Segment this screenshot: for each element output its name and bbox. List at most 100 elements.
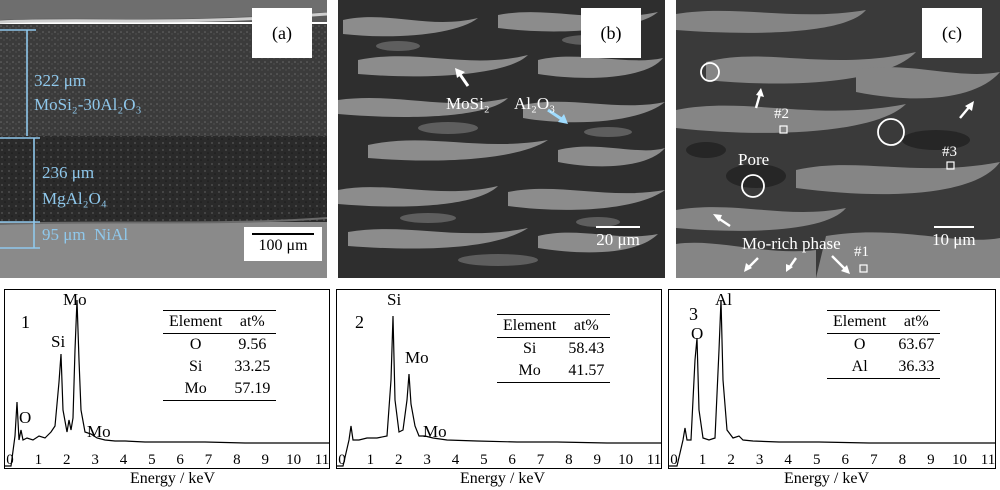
panel-label-c: (c): [922, 8, 982, 58]
x-tick-label: 6: [176, 452, 184, 468]
composition-table-2: Element at% Si 58.43 Mo 41.57: [497, 314, 611, 383]
x-tick-label: 11: [314, 452, 330, 468]
x-tick-label: 4: [451, 452, 460, 468]
x-tick-label: 8: [898, 452, 907, 468]
scale-bar-c: 10 μm: [932, 226, 976, 250]
spectrum-1-number: 1: [21, 312, 30, 332]
x-tick-label: 4: [784, 452, 792, 468]
table-row: Mo 41.57: [497, 360, 611, 383]
x-tick-label: 2: [62, 452, 71, 468]
x-tick-label: 9: [261, 452, 270, 468]
x-tick-label: 3: [91, 452, 99, 468]
table-header-element: Element: [827, 310, 893, 334]
x-tick-label: 3: [423, 452, 431, 468]
x-tick-label: 1: [366, 452, 375, 468]
x-ticks-3: 0 1 2 3 4 5 6 7 8 9 10 11: [668, 452, 996, 472]
peak-label-o: O: [691, 324, 704, 343]
x-tick-label: 10: [286, 452, 302, 468]
x-tick-label: 4: [119, 452, 128, 468]
x-tick-label: 6: [841, 452, 850, 468]
panel-label-a: (a): [252, 8, 312, 58]
table-header-element: Element: [163, 310, 229, 334]
table-row: O 9.56: [163, 334, 276, 357]
spectrum-2-number: 2: [355, 312, 364, 332]
table-cell: O: [853, 336, 866, 353]
scale-bar-b: 20 μm: [596, 226, 640, 250]
x-tick-label: 0: [670, 452, 678, 468]
x-tick-label: 11: [646, 452, 662, 468]
table-header-at: at%: [562, 314, 611, 338]
table-cell: 36.33: [892, 356, 941, 379]
x-tick-label: 9: [927, 452, 935, 468]
x-tick-label: 5: [812, 452, 821, 468]
sem-image-b: MoSi₂ Al₂O₃ (b) 20 μm: [338, 0, 665, 278]
table-cell: 57.19: [228, 378, 277, 401]
scale-bar-a: 100 μm: [244, 227, 322, 261]
spectrum-3-trace: [669, 299, 995, 467]
composition-table-3: Element at% O 63.67 Al 36.33: [827, 310, 941, 379]
panel-label-b: (b): [581, 8, 641, 58]
x-tick-label: 6: [508, 452, 516, 468]
label-mo-rich-phase: Mo-rich phase: [742, 234, 841, 253]
table-cell: O: [189, 336, 202, 353]
x-ticks-2: 0 1 2 3 4 5 6 7 8 9 10 11: [336, 452, 662, 472]
x-ticks-1: 0 1 2 3 4 5 6 7 8 9 10 11: [4, 452, 330, 472]
peak-label-al: Al: [715, 290, 732, 309]
x-axis-label-2: Energy / keV: [460, 470, 546, 487]
label-point-2: #2: [774, 106, 789, 122]
table-cell: 63.67: [898, 336, 935, 353]
spectrum-3-number: 3: [689, 304, 698, 324]
x-tick-label: 0: [6, 452, 14, 468]
peak-label-mo: Mo: [405, 348, 429, 367]
scale-bar-line-a: [252, 233, 314, 235]
table-cell: Si: [188, 358, 203, 375]
table-cell: 33.25: [234, 358, 271, 375]
table-cell: 9.56: [238, 336, 267, 353]
peak-label-mo: Mo: [63, 290, 87, 309]
table-cell: Al: [827, 356, 893, 379]
layer-3-label: 95 μm NiAl: [42, 224, 128, 246]
table-cell: 41.57: [562, 360, 611, 383]
table-row: O 63.67: [827, 334, 940, 357]
scale-bar-text-c: 10 μm: [932, 230, 976, 249]
eds-spectrum-3: 3 O Al Element at% O 63.67 Al 36.33: [668, 289, 996, 469]
scale-bar-text-a: 100 μm: [258, 237, 308, 254]
label-mosi2: MoSi₂: [446, 94, 490, 113]
x-tick-label: 9: [593, 452, 602, 468]
spectrum-2-trace: [337, 315, 661, 467]
peak-label-si: Si: [51, 332, 66, 351]
label-point-1: #1: [854, 244, 869, 260]
table-cell: Mo: [497, 360, 563, 383]
table-header-at: at%: [892, 310, 941, 334]
label-al2o3: Al₂O₃: [514, 94, 556, 113]
scale-bar-line-c: [933, 226, 974, 228]
peak-label-si: Si: [387, 290, 402, 309]
spectrum-1-trace: [5, 299, 329, 467]
layer-3-thickness: 95 μm: [42, 225, 86, 244]
x-axis-label-3: Energy / keV: [784, 470, 870, 487]
label-point-3: #3: [942, 144, 957, 160]
x-tick-label: 7: [536, 452, 545, 468]
table-row: Al 36.33: [827, 356, 941, 379]
peak-label-mo-l: Mo: [87, 422, 111, 441]
x-tick-label: 7: [870, 452, 878, 468]
table-cell: Si: [522, 340, 537, 357]
table-header-at: at%: [228, 310, 277, 334]
composition-table-1: Element at% O 9.56 Si 33.25 Mo 57.19: [163, 310, 277, 401]
table-row: Si 58.43: [497, 338, 610, 361]
eds-spectrum-1: 1 O Si Mo Mo Element at% O 9.56 Si 33.25 M…: [4, 289, 330, 469]
x-tick-label: 10: [951, 452, 967, 468]
peak-label-mo-l: Mo: [423, 422, 447, 441]
x-tick-label: 2: [727, 452, 735, 468]
table-cell: Mo: [163, 378, 229, 401]
peak-label-o: O: [19, 408, 32, 427]
x-tick-label: 5: [148, 452, 156, 468]
layer-1-name: MoSi₂-30Al₂O₃: [34, 95, 142, 114]
x-tick-label: 10: [618, 452, 634, 468]
scale-bar-text-b: 20 μm: [596, 230, 640, 249]
thickness-brackets: [0, 29, 40, 249]
table-row: Si 33.25: [163, 356, 276, 378]
layer-2-thickness: 236 μm: [42, 163, 95, 182]
x-tick-label: 0: [338, 452, 346, 468]
x-axis-label-1: Energy / keV: [130, 470, 216, 487]
